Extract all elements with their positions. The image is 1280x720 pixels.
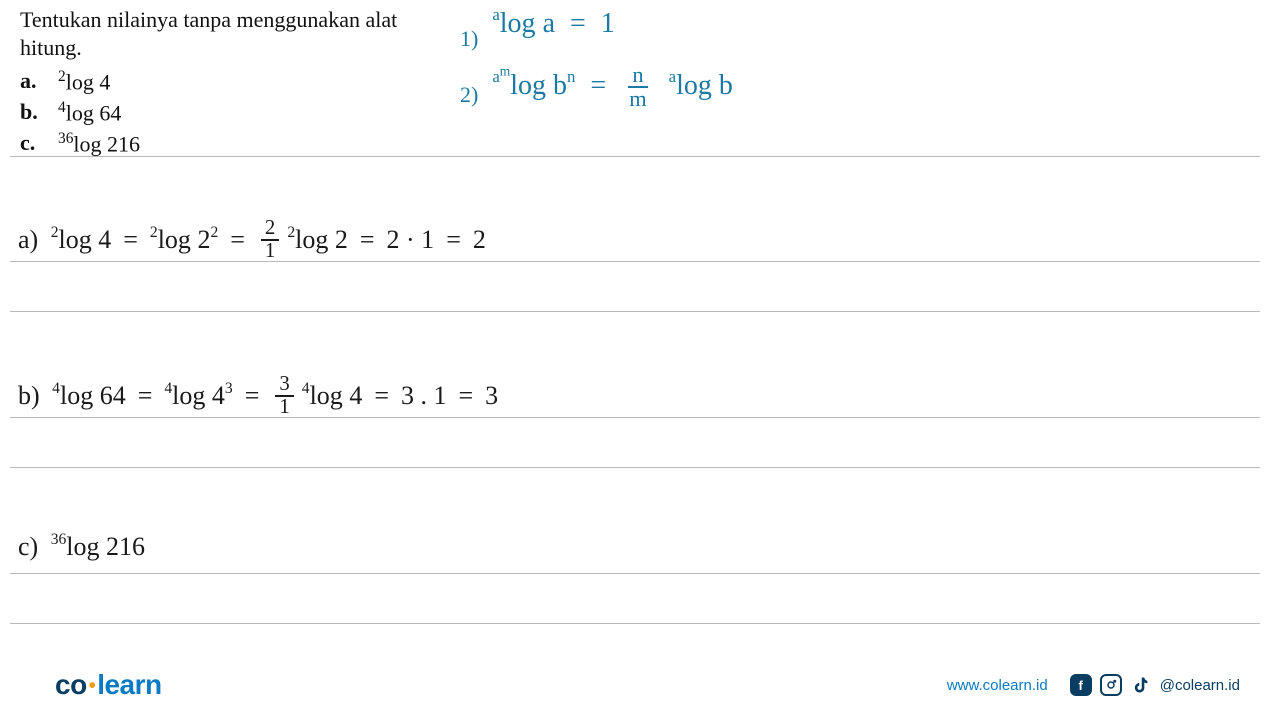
rules-block: 1) alog a = 1 2) amlog bn = n m alog b xyxy=(460,8,880,138)
problem-block: Tentukan nilainya tanpa menggunakan alat… xyxy=(20,6,440,157)
worked-row-c: c) 36log 216 xyxy=(18,532,145,562)
problem-item-expr: 2log 4 xyxy=(58,67,110,96)
rule-number: 2) xyxy=(460,82,478,108)
problem-item-label: c. xyxy=(20,129,40,158)
problem-item-c: c. 36log 216 xyxy=(20,129,440,158)
rule-1: 1) alog a = 1 xyxy=(460,8,615,52)
rule-body: amlog bn = n m alog b xyxy=(492,64,733,111)
worked-label: b) xyxy=(18,381,40,410)
problem-items: a. 2log 4 b. 4log 64 c. 36log 216 xyxy=(20,67,440,157)
ruled-line xyxy=(10,156,1260,157)
logo-learn: learn xyxy=(97,669,161,700)
ruled-line xyxy=(10,573,1260,574)
page-root: Tentukan nilainya tanpa menggunakan alat… xyxy=(0,0,1280,720)
worked-row-b: b) 4log 64 = 4log 43 = 31 4log 4 = 3 . 1… xyxy=(18,374,498,418)
problem-item-a: a. 2log 4 xyxy=(20,67,440,96)
social-handle: @colearn.id xyxy=(1160,677,1240,694)
problem-item-expr: 4log 64 xyxy=(58,98,121,127)
worked-expr: 36log 216 xyxy=(51,532,145,562)
brand-logo: co•learn xyxy=(55,669,162,701)
footer-url: www.colearn.id xyxy=(947,677,1048,694)
rule-body: alog a = 1 xyxy=(492,8,614,40)
ruled-line xyxy=(10,623,1260,624)
rule-2: 2) amlog bn = n m alog b xyxy=(460,64,733,111)
footer: co•learn www.colearn.id f @colearn.id xyxy=(0,650,1280,720)
logo-dot: • xyxy=(87,675,98,697)
problem-line-1: Tentukan nilainya tanpa menggunakan alat xyxy=(20,6,440,34)
problem-line-2: hitung. xyxy=(20,34,440,62)
worked-label: c) xyxy=(18,532,38,561)
problem-item-b: b. 4log 64 xyxy=(20,98,440,127)
worked-expr: 2log 4 = 2log 22 = 21 2log 2 = 2 · 1 = 2 xyxy=(51,218,486,262)
worked-expr: 4log 64 = 4log 43 = 31 4log 4 = 3 . 1 = … xyxy=(52,374,498,418)
rule-number: 1) xyxy=(460,26,478,52)
problem-item-expr: 36log 216 xyxy=(58,129,140,158)
ruled-line xyxy=(10,311,1260,312)
social-block: f @colearn.id xyxy=(1070,674,1240,696)
problem-item-label: b. xyxy=(20,98,40,127)
ruled-line xyxy=(10,467,1260,468)
worked-row-a: a) 2log 4 = 2log 22 = 21 2log 2 = 2 · 1 … xyxy=(18,218,486,262)
facebook-icon: f xyxy=(1070,674,1092,696)
worked-label: a) xyxy=(18,225,38,254)
rule-fraction: n m xyxy=(625,64,650,111)
problem-item-label: a. xyxy=(20,67,40,96)
footer-right: www.colearn.id f @colearn.id xyxy=(947,674,1240,696)
logo-co: co xyxy=(55,669,87,700)
tiktok-icon xyxy=(1130,674,1152,696)
instagram-icon xyxy=(1100,674,1122,696)
